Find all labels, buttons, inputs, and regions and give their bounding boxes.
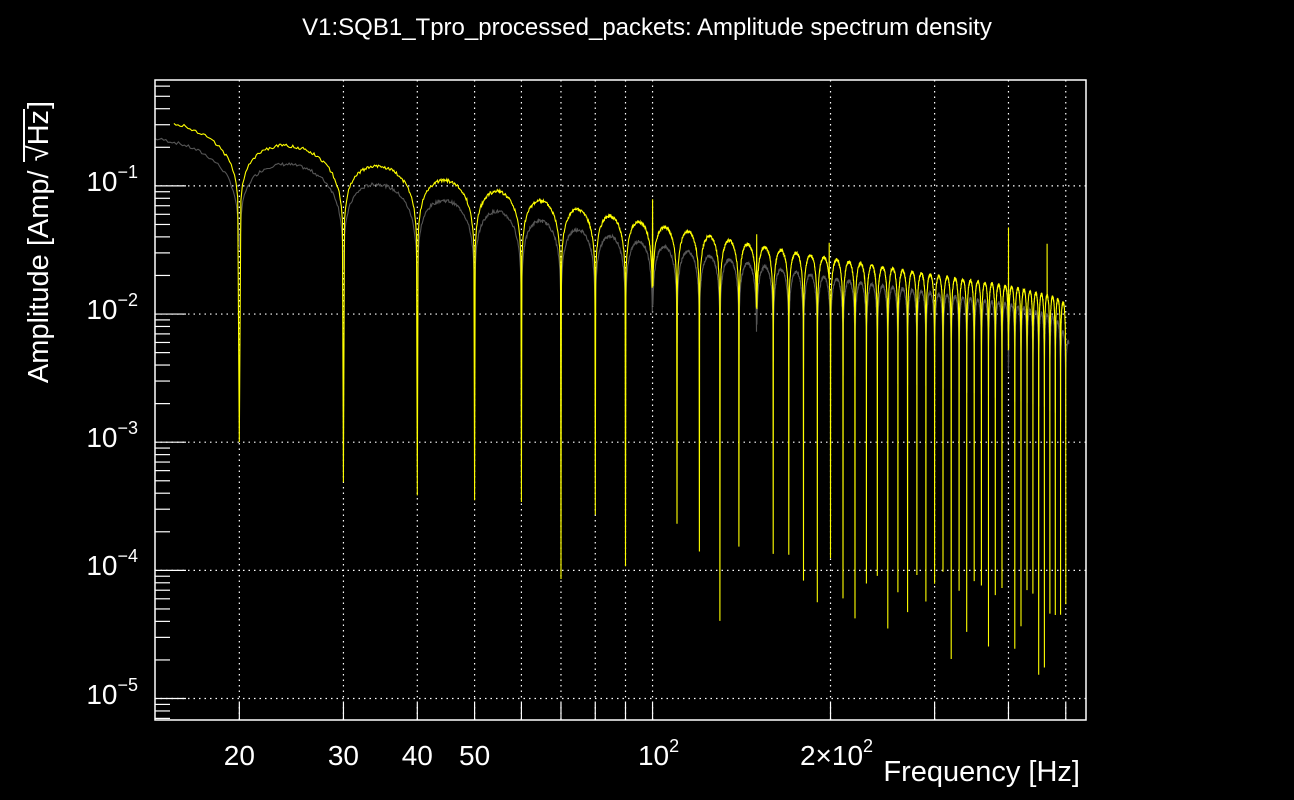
y-axis-label-unit: Hz [23,109,55,146]
x-tick-label-base: 50 [459,740,491,771]
x-tick-label: 50 [459,740,490,772]
y-tick-label: 10−1 [86,162,138,198]
series-layer [154,122,1070,675]
y-axis-label: Amplitude [Amp/ √Hz] [23,27,59,457]
chart-title: V1:SQB1_Tpro_processed_packets: Amplitud… [302,14,992,41]
x-axis-label: Frequency [Hz] [883,756,1080,788]
x-tick-label-base: 2×10 [799,740,864,771]
x-tick-label-base: 20 [223,740,255,771]
y-tick-label-exp: −5 [117,674,138,695]
y-tick-label: 10−4 [86,546,138,582]
y-tick-label-exp: −4 [117,546,138,567]
x-tick-label-base: 10 [637,740,670,771]
x-tick-label: 40 [402,740,433,772]
y-tick-label: 10−3 [86,418,138,454]
series-gray-line [154,137,1070,433]
y-tick-label-base: 10 [86,294,118,326]
x-tick-label-base: 40 [401,740,433,771]
x-tick-label-exp: 2 [669,736,680,756]
grid [155,80,1086,720]
y-tick-label-base: 10 [86,678,118,710]
y-tick-label-base: 10 [86,422,118,454]
y-axis-label-prefix: Amplitude [Amp/ [23,162,55,384]
y-axis-label-sqrt: √Hz [23,108,55,163]
x-tick-label-exp: 2 [863,736,874,756]
plot-frame [154,79,1087,721]
series-yellow-line [173,122,1067,675]
y-tick-label: 10−2 [86,290,138,326]
y-tick-label-base: 10 [86,550,118,582]
y-tick-label: 10−5 [86,675,138,711]
y-tick-label-exp: −2 [117,290,138,311]
x-tick-label: 30 [328,740,359,772]
y-tick-label-base: 10 [86,165,118,197]
y-tick-label-exp: −1 [117,161,138,182]
x-tick-label: 2×102 [799,736,873,772]
x-tick-label-base: 30 [327,740,360,771]
x-tick-label: 102 [637,736,679,772]
y-tick-label-exp: −3 [117,418,138,439]
ticks [155,85,1067,720]
y-axis-label-suffix: ] [23,100,55,109]
x-tick-label: 20 [224,740,255,772]
